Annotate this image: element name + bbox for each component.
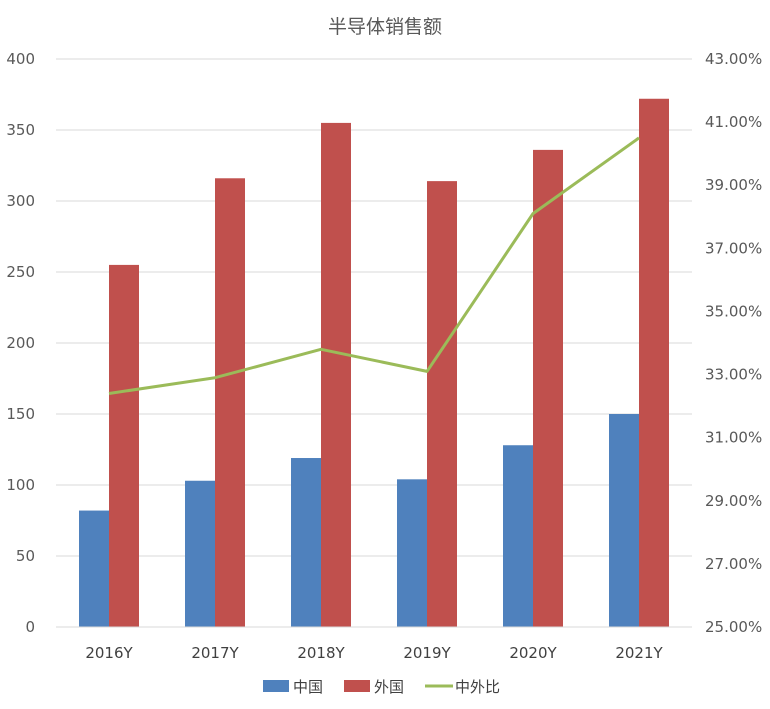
- left-y-tick-label: 150: [6, 405, 35, 423]
- bar-series: [79, 98, 669, 628]
- bar-foreign: [533, 149, 563, 627]
- bar-china: [503, 445, 533, 627]
- right-y-tick-label: 35.00%: [705, 302, 762, 320]
- right-y-axis: 25.00% 27.00% 29.00% 31.00% 33.00% 35.00% 37.0…: [705, 50, 762, 636]
- right-y-tick-label: 31.00%: [705, 429, 762, 447]
- left-y-tick-label: 400: [6, 50, 35, 68]
- left-y-tick-label: 50: [16, 547, 35, 565]
- right-y-tick-label: 25.00%: [705, 618, 762, 636]
- right-y-tick-label: 43.00%: [705, 50, 762, 68]
- bar-china: [609, 414, 639, 627]
- left-y-tick-label: 250: [6, 263, 35, 281]
- bar-china: [79, 510, 109, 627]
- legend-swatch: [263, 680, 289, 692]
- x-axis: 2016Y 2017Y 2018Y 2019Y 2020Y 2021Y: [56, 626, 692, 662]
- right-y-tick-label: 27.00%: [705, 555, 762, 573]
- left-y-tick-label: 350: [6, 121, 35, 139]
- x-tick-label: 2020Y: [509, 644, 557, 662]
- right-y-tick-label: 41.00%: [705, 113, 762, 131]
- bar-china: [185, 480, 215, 627]
- bar-foreign: [639, 98, 669, 627]
- right-y-tick-label: 37.00%: [705, 239, 762, 257]
- bar-foreign: [215, 178, 245, 627]
- x-tick-label: 2018Y: [297, 644, 345, 662]
- bar-foreign: [321, 122, 351, 628]
- right-y-tick-label: 29.00%: [705, 492, 762, 510]
- x-tick-label: 2016Y: [85, 644, 133, 662]
- legend: 中国 外国 中外比: [263, 678, 500, 696]
- legend-label: 外国: [374, 678, 404, 696]
- x-tick-label: 2017Y: [191, 644, 239, 662]
- legend-swatch: [344, 680, 370, 692]
- right-y-tick-label: 39.00%: [705, 176, 762, 194]
- chart-title: 半导体销售额: [328, 16, 442, 38]
- bar-foreign: [427, 181, 457, 627]
- left-y-tick-label: 100: [6, 476, 35, 494]
- gridlines: [56, 58, 692, 628]
- left-y-axis: 0 50 100 150 200 250 300 350 400: [6, 50, 35, 636]
- x-tick-label: 2019Y: [403, 644, 451, 662]
- bar-china: [397, 479, 427, 627]
- x-tick-label: 2021Y: [615, 644, 663, 662]
- left-y-tick-label: 300: [6, 192, 35, 210]
- left-y-tick-label: 200: [6, 334, 35, 352]
- ratio-line-series: [108, 136, 640, 395]
- ratio-line: [108, 136, 640, 395]
- bar-china: [291, 458, 321, 627]
- right-y-tick-label: 33.00%: [705, 366, 762, 384]
- bar-foreign: [109, 264, 139, 627]
- left-y-tick-label: 0: [25, 618, 35, 636]
- legend-label: 中国: [293, 678, 323, 696]
- legend-label: 中外比: [455, 678, 500, 696]
